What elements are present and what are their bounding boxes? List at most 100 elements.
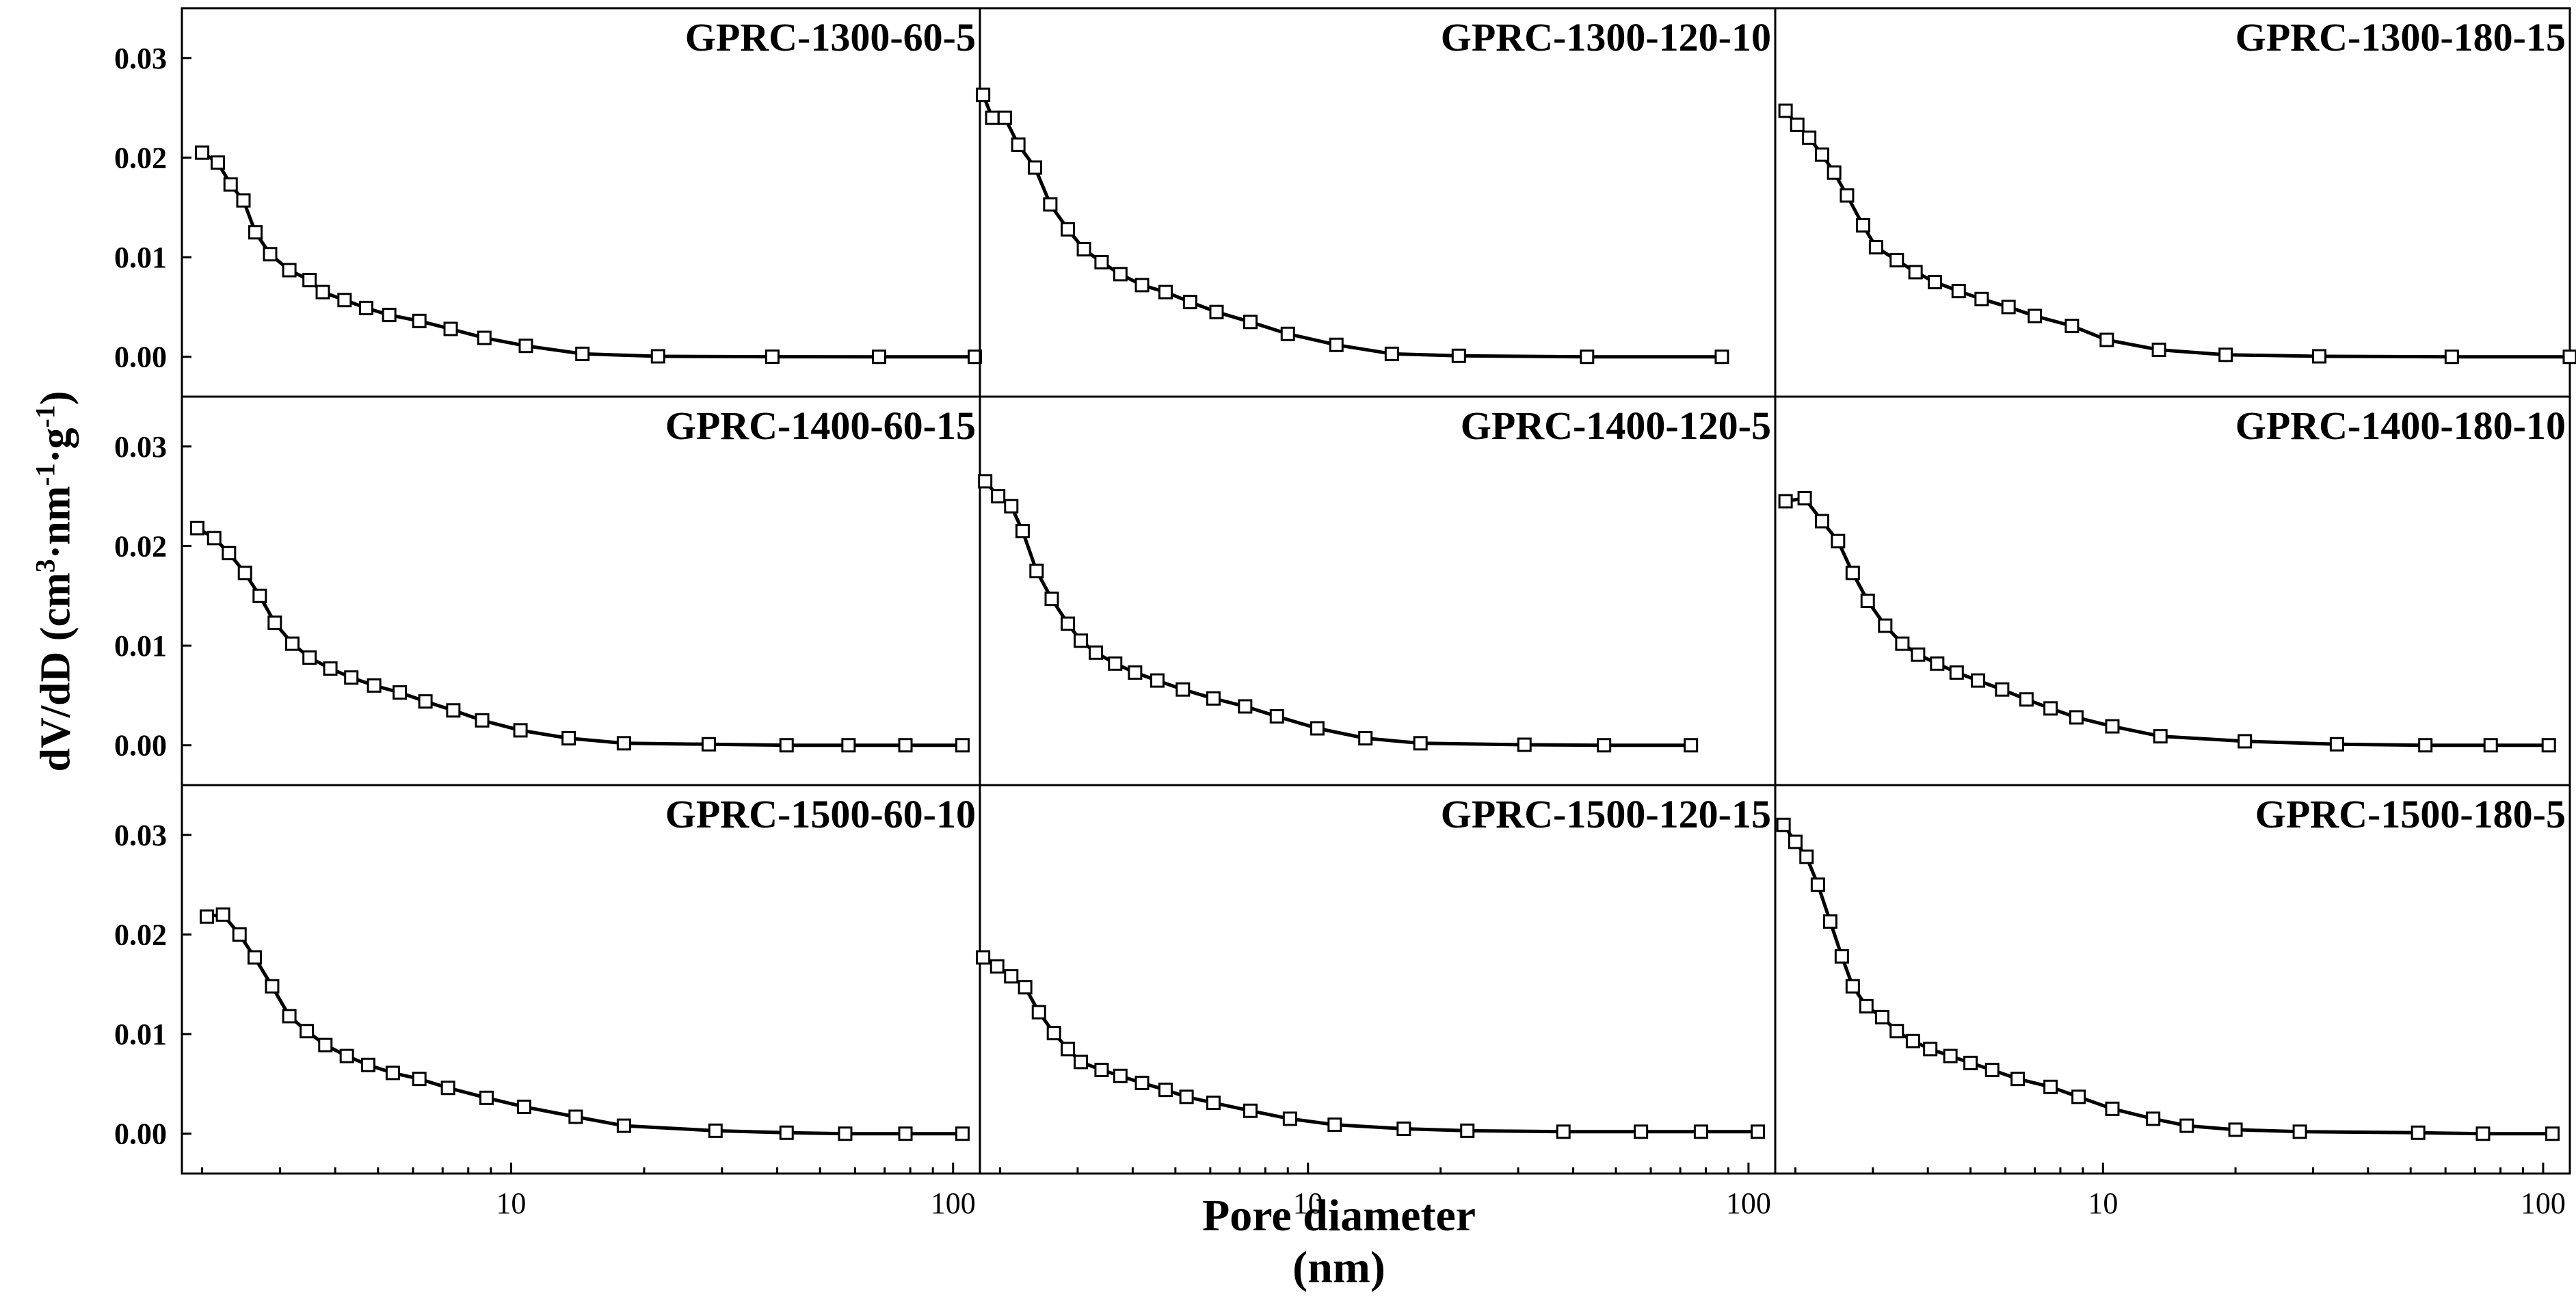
data-point <box>479 1090 494 1105</box>
data-point <box>300 1024 315 1039</box>
data-point <box>1238 699 1253 714</box>
data-point <box>2069 710 2084 725</box>
data-point <box>1358 731 1373 746</box>
data-point <box>1908 265 1923 280</box>
data-point <box>1004 969 1019 984</box>
data-point <box>616 1118 631 1133</box>
data-point <box>1179 1089 1194 1104</box>
data-point <box>1799 849 1814 864</box>
data-point <box>412 1072 427 1087</box>
data-point <box>1206 1096 1221 1111</box>
data-point <box>976 88 991 103</box>
panel-title: GPRC-1300-120-10 <box>1441 15 1771 59</box>
data-point <box>513 723 528 738</box>
y-axis-label-text-2: ·nm <box>32 486 79 559</box>
data-point <box>561 731 576 746</box>
data-point <box>1693 1124 1708 1139</box>
data-point <box>215 907 230 922</box>
data-point <box>1802 130 1817 145</box>
data-point <box>1176 682 1191 697</box>
data-point <box>1930 656 1945 671</box>
y-axis-label-text-4: ) <box>32 390 79 406</box>
data-point <box>315 284 330 300</box>
series-line <box>1782 823 2553 1136</box>
series-line <box>1785 496 2549 747</box>
data-point <box>475 713 490 728</box>
data-point <box>247 950 262 965</box>
x-tick-label: 10 <box>2088 1187 2118 1220</box>
data-point <box>2105 719 2120 734</box>
data-point <box>1927 275 1942 290</box>
data-point <box>838 1126 853 1141</box>
y-tick-label: 0.02 <box>114 529 167 563</box>
data-point <box>976 950 991 965</box>
data-point <box>189 520 204 535</box>
data-point <box>1076 241 1091 256</box>
x-tick-label: 10 <box>1293 1187 1323 1220</box>
data-point <box>1004 499 1019 514</box>
data-point <box>1995 682 2010 697</box>
data-point <box>1044 592 1059 607</box>
data-point <box>701 737 716 752</box>
data-point <box>282 1009 297 1024</box>
data-point <box>1460 1123 1475 1138</box>
data-point <box>2043 1079 2058 1094</box>
data-point <box>222 546 237 561</box>
data-point <box>1451 348 1466 363</box>
series-line <box>982 955 1758 1134</box>
y-tick-label: 0.02 <box>114 918 167 951</box>
data-point <box>195 145 210 160</box>
data-point <box>568 1109 583 1124</box>
data-point <box>232 927 247 942</box>
data-point <box>358 300 373 315</box>
panel-frame <box>979 784 1777 1175</box>
data-point <box>2418 738 2433 753</box>
data-point <box>2329 737 2344 752</box>
series-line <box>196 527 963 747</box>
data-point <box>1634 1124 1649 1139</box>
data-point <box>2010 1072 2026 1087</box>
data-point <box>2019 692 2034 707</box>
data-point <box>779 1125 794 1140</box>
data-point <box>1128 665 1143 680</box>
y-axis-label-text-3: ·g <box>32 427 79 464</box>
data-point <box>1158 284 1173 300</box>
data-point <box>223 177 238 192</box>
data-point <box>200 909 215 924</box>
data-point <box>1074 1055 1089 1070</box>
data-point <box>765 349 780 365</box>
data-point <box>263 247 278 262</box>
panel: 0.00 0.01 0.02 0.03 GPRC-1400-60-15 <box>114 395 981 786</box>
data-point <box>978 474 993 489</box>
data-point <box>1182 295 1197 310</box>
data-point <box>1384 346 1399 361</box>
panel-title: GPRC-1400-60-15 <box>665 403 976 448</box>
data-point <box>1517 737 1532 752</box>
data-point <box>1329 337 1344 352</box>
data-point <box>1963 1055 1978 1070</box>
data-point <box>1790 117 1805 132</box>
data-point <box>1209 304 1224 319</box>
data-point <box>997 110 1012 125</box>
data-point <box>991 489 1006 504</box>
data-point <box>237 566 252 581</box>
data-point <box>1834 949 1849 964</box>
data-point <box>1113 1068 1128 1083</box>
data-point <box>1206 691 1221 706</box>
data-point <box>367 678 382 693</box>
data-point <box>1878 618 1893 633</box>
series-line <box>207 912 963 1136</box>
data-point <box>2292 1124 2307 1139</box>
data-point <box>385 1065 400 1081</box>
data-point <box>267 615 282 631</box>
panel-frame <box>1774 784 2571 1175</box>
data-point <box>1855 217 1870 233</box>
data-point <box>1597 738 1612 753</box>
data-point <box>2411 1125 2426 1140</box>
data-point <box>1797 491 1812 506</box>
data-point <box>1011 137 1026 153</box>
data-point <box>1874 1009 1889 1024</box>
y-tick-label: 0.03 <box>114 430 167 464</box>
data-point <box>898 1126 913 1141</box>
